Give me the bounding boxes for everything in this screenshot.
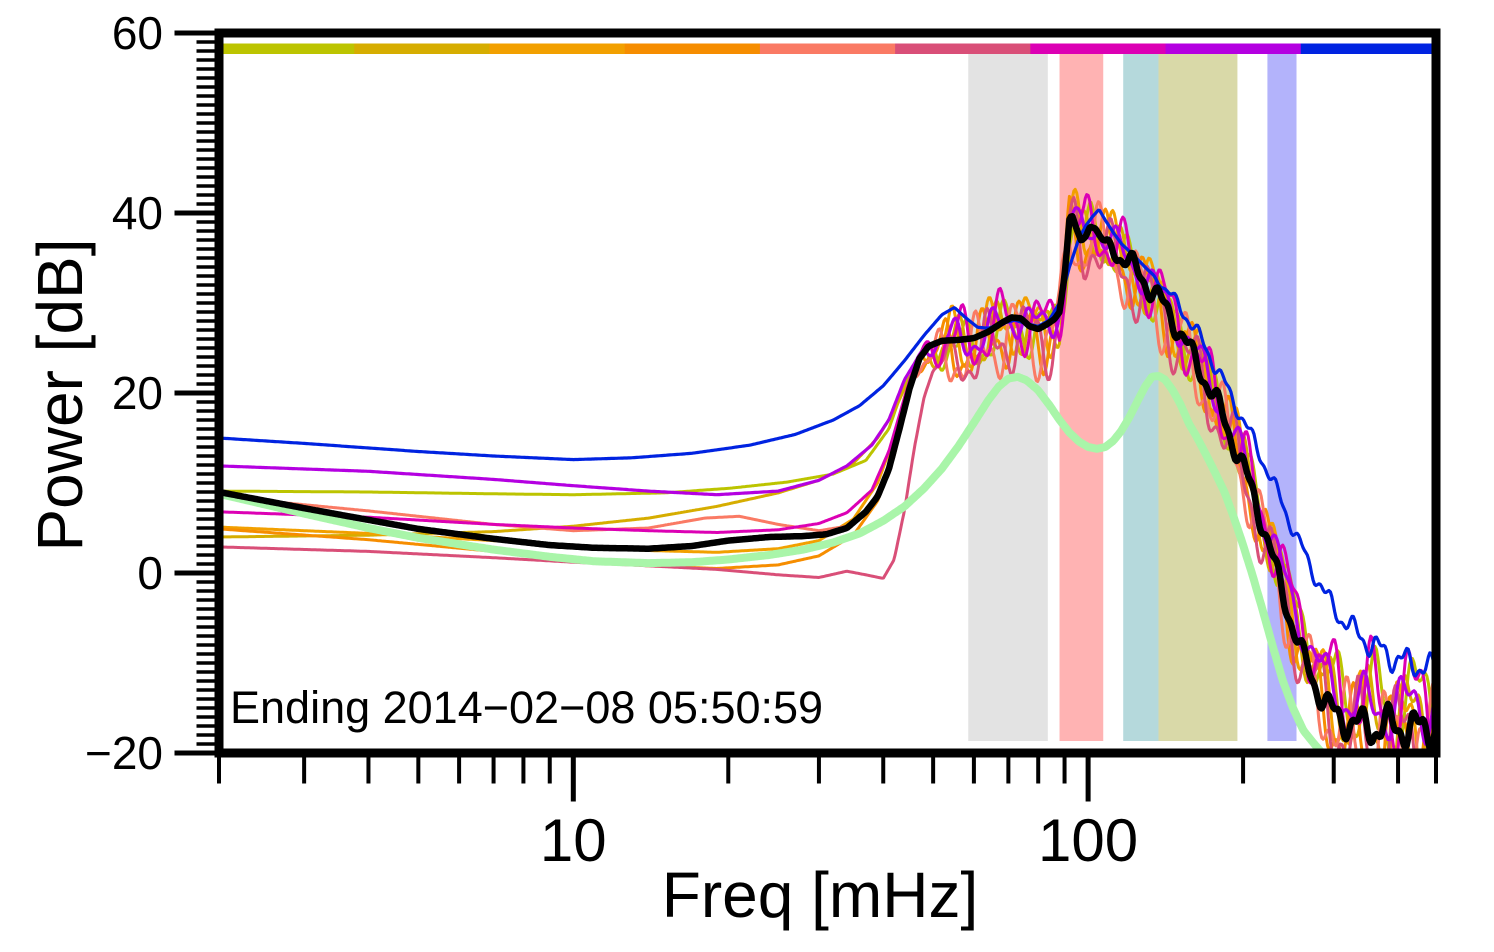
tick-group (174, 30, 1438, 802)
band-pink (1059, 54, 1104, 741)
plot-frame (214, 28, 1441, 758)
segment-bar-1 (219, 43, 355, 54)
series-group (219, 187, 1436, 753)
y-tick-label: 20 (112, 367, 163, 419)
segment-bar-5 (759, 43, 896, 54)
y-tick-label: 0 (137, 547, 163, 599)
segment-bar-6 (895, 43, 1031, 54)
segment-bar-8 (1165, 43, 1302, 54)
segment-bar-9 (1300, 43, 1437, 54)
series-line-interval-9 (219, 208, 1436, 678)
x-axis-label: Freq [mHz] (661, 859, 979, 931)
segment-bar-2 (354, 43, 490, 54)
band-olive (1158, 54, 1238, 741)
x-tick-label: 10 (540, 807, 607, 874)
ending-time-annotation: Ending 2014−02−08 05:50:59 (230, 682, 824, 733)
y-tick-label: −20 (85, 727, 163, 779)
y-tick-label: 40 (112, 187, 163, 239)
y-axis-label: Power [dB] (24, 238, 96, 552)
series-line-interval-7 (219, 193, 1436, 753)
series-line-interval-6 (219, 196, 1436, 753)
segment-bar-7 (1030, 43, 1167, 54)
y-tick-label: 60 (112, 7, 163, 59)
x-tick-label: 100 (1038, 807, 1138, 874)
series-line-ensemble-mean (219, 212, 1436, 753)
band-gray (968, 54, 1048, 741)
segment-bar-3 (489, 43, 626, 54)
segment-bar-4 (624, 43, 761, 54)
series-line-quiet-day-reference (219, 372, 1328, 753)
